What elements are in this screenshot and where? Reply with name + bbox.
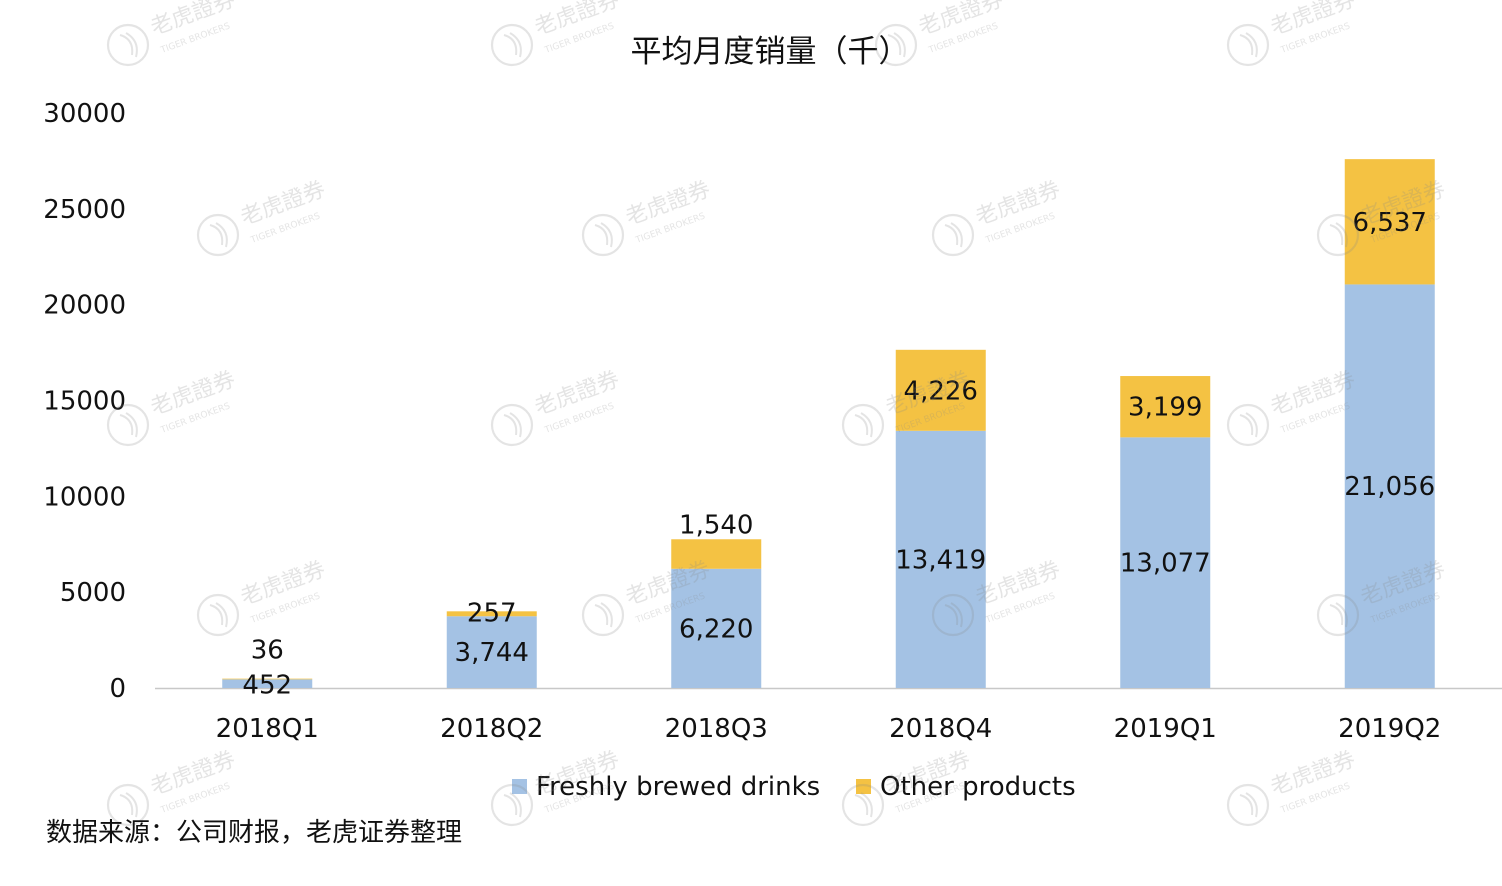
y-tick-label: 5000: [60, 578, 126, 608]
tiger-logo-icon: [841, 403, 885, 447]
y-tick-label: 20000: [43, 291, 126, 321]
tiger-logo-icon: [106, 23, 150, 67]
tiger-logo-icon: [931, 593, 975, 637]
data-label: 13,419: [895, 545, 986, 575]
legend-swatch: [856, 779, 871, 794]
bar-other-products-2019Q2: [1344, 159, 1435, 285]
tiger-logo-icon: [841, 783, 885, 827]
x-tick-label: 2018Q2: [440, 714, 543, 744]
data-label: 4,226: [904, 376, 978, 406]
data-label: 6,220: [679, 614, 753, 644]
tiger-logo-icon: [931, 213, 975, 257]
data-label: 36: [251, 636, 284, 666]
y-tick-label: 15000: [43, 387, 126, 417]
tiger-logo-icon: [1316, 213, 1360, 257]
data-label: 6,537: [1353, 208, 1427, 238]
legend-label: Freshly brewed drinks: [536, 772, 820, 802]
bar-other-products-2018Q3: [671, 539, 762, 569]
bar-other-products-2019Q1: [1120, 376, 1211, 438]
y-tick-label: 0: [109, 674, 126, 704]
tiger-logo-icon: [490, 783, 534, 827]
bars: 452 36 3,744 257 6,220 1,540 13,419 4,226 13,077…: [222, 159, 1435, 700]
data-label: 1,540: [679, 510, 753, 540]
x-tick-label: 2018Q3: [665, 714, 768, 744]
x-tick-label: 2019Q1: [1114, 714, 1217, 744]
data-label: 257: [467, 598, 517, 628]
x-tick-label: 2018Q1: [216, 714, 319, 744]
bar-freshly-brewed-drinks-2018Q1: [222, 679, 313, 688]
bar-other-products-2018Q1: [222, 678, 313, 680]
data-label: 452: [242, 670, 292, 700]
tiger-logo-icon: [106, 783, 150, 827]
tiger-logo-icon: [490, 23, 534, 67]
y-tick-label: 25000: [43, 195, 126, 225]
bar-freshly-brewed-drinks-2019Q1: [1120, 437, 1211, 688]
data-label: 3,744: [455, 638, 529, 668]
tiger-logo-icon: [196, 213, 240, 257]
tiger-logo-icon: [1226, 23, 1270, 67]
bar-freshly-brewed-drinks-2018Q3: [671, 568, 762, 688]
legend-swatch: [512, 779, 527, 794]
data-label: 21,056: [1344, 472, 1435, 502]
tiger-logo-icon: [581, 593, 625, 637]
tiger-logo-icon: [106, 403, 150, 447]
x-tick-label: 2018Q4: [889, 714, 992, 744]
data-label: 3,199: [1128, 393, 1202, 423]
bar-freshly-brewed-drinks-2019Q2: [1344, 284, 1435, 688]
bar-freshly-brewed-drinks-2018Q2: [446, 616, 537, 688]
y-tick-label: 10000: [43, 482, 126, 512]
chart-title: 平均月度销量（千）: [631, 34, 910, 70]
tiger-logo-icon: [581, 213, 625, 257]
tiger-logo-icon: [490, 403, 534, 447]
tiger-logo-icon: [1226, 403, 1270, 447]
legend-label: Other products: [880, 772, 1076, 802]
x-tick-label: 2019Q2: [1338, 714, 1441, 744]
tiger-logo-icon: [1316, 593, 1360, 637]
bar-other-products-2018Q4: [895, 349, 986, 431]
x-axis: 2018Q1 2018Q2 2018Q3 2018Q4 2019Q1 2019Q2: [216, 714, 1442, 744]
tiger-logo-icon: [196, 593, 240, 637]
bar-freshly-brewed-drinks-2018Q4: [895, 430, 986, 688]
y-tick-label: 30000: [43, 99, 126, 129]
legend: Freshly brewed drinks Other products: [512, 772, 1076, 802]
bar-other-products-2018Q2: [446, 611, 537, 617]
source-note: 数据来源：公司财报，老虎证券整理: [46, 818, 463, 848]
tiger-logo-icon: [1226, 783, 1270, 827]
tiger-logo-icon: [874, 23, 918, 67]
data-label: 13,077: [1120, 549, 1211, 579]
y-axis: 0 5000 10000 15000 20000 25000 30000: [43, 99, 126, 704]
